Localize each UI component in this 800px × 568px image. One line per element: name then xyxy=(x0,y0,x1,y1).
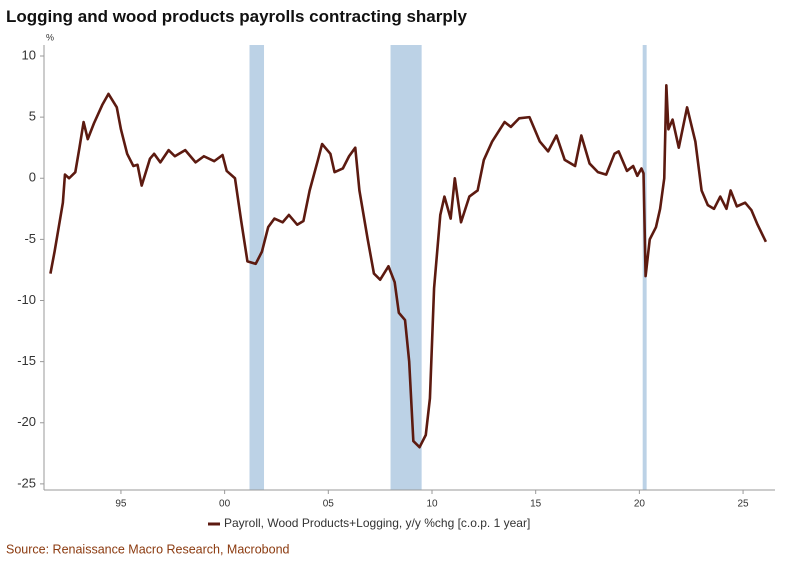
x-tick-label: 10 xyxy=(426,499,438,510)
y-tick-label: -20 xyxy=(17,414,36,429)
y-tick-label: -15 xyxy=(17,353,36,368)
y-tick-label: -25 xyxy=(17,475,36,490)
legend-label: Payroll, Wood Products+Logging, y/y %chg… xyxy=(224,516,530,530)
recession-band xyxy=(390,45,422,490)
y-tick-label: 10 xyxy=(22,47,36,62)
y-tick-label: 0 xyxy=(29,170,36,185)
x-tick-label: 25 xyxy=(738,499,750,510)
x-tick-label: 05 xyxy=(323,499,335,510)
x-tick-label: 20 xyxy=(634,499,646,510)
recession-band xyxy=(249,45,265,490)
x-tick-label: 00 xyxy=(219,499,231,510)
x-tick-label: 95 xyxy=(115,499,127,510)
x-tick-label: 15 xyxy=(530,499,542,510)
chart-title: Logging and wood products payrolls contr… xyxy=(6,7,467,26)
y-tick-label: -5 xyxy=(24,231,36,246)
y-tick-label: 5 xyxy=(29,109,36,124)
y-tick-label: -10 xyxy=(17,292,36,307)
y-unit: % xyxy=(46,32,54,42)
data-line xyxy=(49,84,768,449)
source: Source: Renaissance Macro Research, Macr… xyxy=(6,542,290,556)
